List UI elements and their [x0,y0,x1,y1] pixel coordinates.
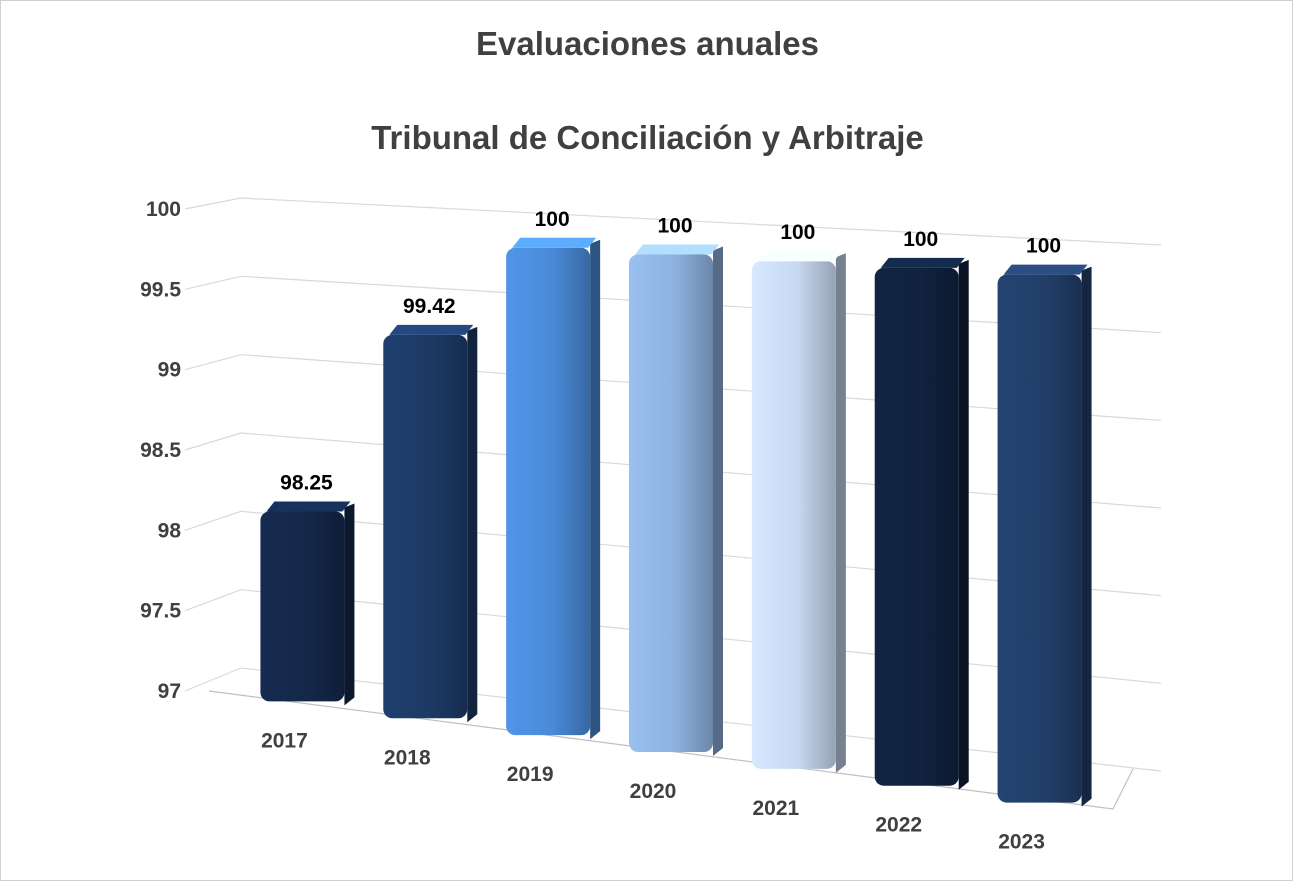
y-tick-label: 100 [146,198,181,221]
y-tick-label: 98 [158,519,182,542]
x-tick-label: 2021 [752,797,799,820]
y-tick-label: 97 [158,680,181,703]
gridline-side [184,354,242,371]
bar-side [467,326,478,723]
x-axis-ticks: 2017 2018 2019 2020 2021 2022 2023 [261,729,1045,853]
bar [260,511,345,702]
bar-side [835,253,846,773]
x-tick-label: 2017 [261,729,308,752]
bar [506,247,591,736]
bar-top [757,251,842,262]
gridline-side [184,432,242,451]
gridline-side [184,275,242,290]
gridline-side [184,510,242,531]
chart-subtitle: Tribunal de Conciliación y Arbitraje [371,119,924,156]
bar-side [590,239,601,740]
y-tick-label: 97.5 [140,600,181,623]
y-axis-ticks: 97 97.5 98 98.5 99 99.5 100 [140,198,181,703]
bar-side [958,259,969,790]
data-label: 100 [780,221,815,244]
bar-top [266,501,351,512]
bar-top [880,257,965,268]
gridline [240,197,1162,246]
data-label: 99.42 [403,295,456,318]
data-label: 100 [1026,235,1061,258]
x-tick-label: 2019 [507,763,554,786]
data-label: 100 [657,215,692,238]
data-label: 100 [903,228,938,251]
y-tick-label: 99.5 [140,278,181,301]
bar [383,334,468,719]
bar [874,267,959,786]
x-tick-label: 2022 [875,814,922,837]
bar-top [1003,264,1088,275]
data-label: 100 [535,208,570,231]
bar-side [713,246,723,756]
y-tick-label: 98.5 [140,439,181,462]
bar [997,274,1082,803]
x-tick-label: 2018 [384,746,431,769]
x-tick-label: 2023 [998,831,1045,854]
bar [629,254,713,752]
gridline-side [184,197,242,210]
bar-side [1081,266,1092,807]
bars [260,237,1092,807]
bar-top [635,244,719,255]
gridline-side [184,667,242,692]
gridline-side [184,589,242,612]
bar [751,261,836,769]
chart-title: Evaluaciones anuales [475,25,819,62]
bar-side [344,503,355,706]
bar-top [512,237,597,248]
data-labels: 98.25 99.42 100 100 100 100 100 [280,208,1061,495]
x-tick-label: 2020 [630,780,677,803]
bar-top [389,324,474,335]
data-label: 98.25 [280,471,333,494]
y-tick-label: 99 [158,359,181,382]
